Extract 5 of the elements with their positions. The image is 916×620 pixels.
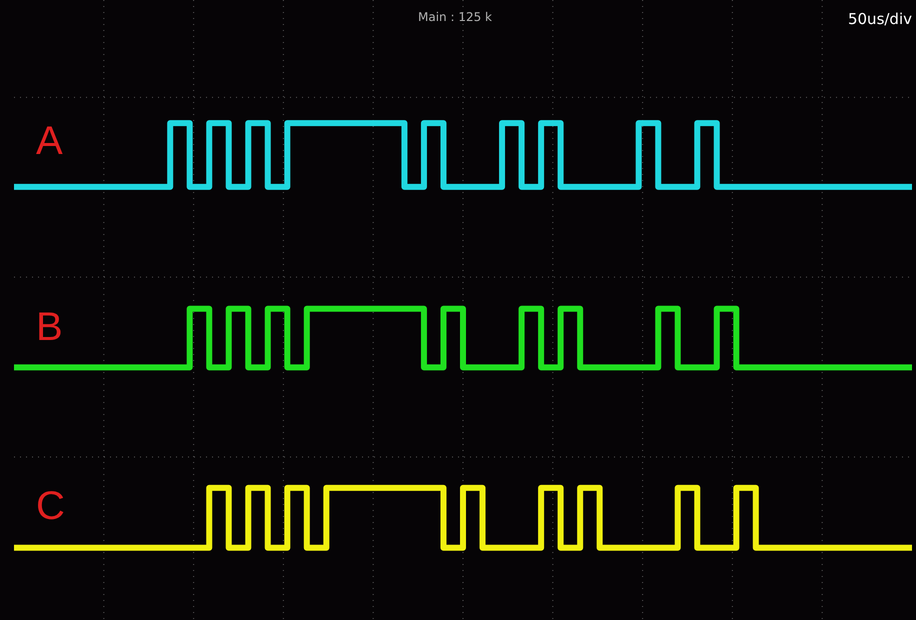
text: 50us/div <box>848 10 912 28</box>
series-label: C <box>36 484 65 528</box>
series-label: A <box>36 119 63 164</box>
text: Main : 125 k <box>418 10 492 24</box>
series-label: B <box>36 304 63 349</box>
